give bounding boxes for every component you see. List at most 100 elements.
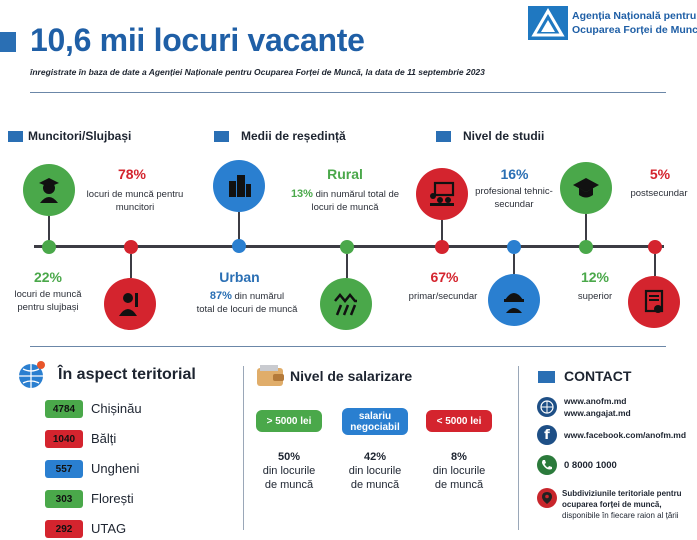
timeline-dot [42,240,56,254]
postsecondary-percent: 5% [649,166,671,182]
territory-heading: În aspect teritorial [58,366,196,383]
clerks-icon [104,278,156,330]
education-heading-marker [436,131,451,142]
salary-high-stat: 50% din locurile de muncă [252,450,326,492]
salary-low-percent: 8% [451,451,467,463]
urban-desc-line1: din numărul [234,291,285,302]
salary-desc-line1: din locurile [432,465,486,477]
facebook-link[interactable]: www.facebook.com/anofm.md [564,430,687,440]
salary-desc-line2: de muncă [350,479,400,491]
office-line1: Subdiviziunile teritoriale pentru [562,489,682,498]
timeline-connector [238,212,240,242]
timeline-dot [579,240,593,254]
professional-icon [488,274,540,326]
contact-heading-marker [538,371,555,383]
professional-percent: 16% [500,166,529,182]
workers-icon [23,164,75,216]
salary-negotiable-line1: salariu [358,410,392,422]
urban-desc-line2: total de locuri de muncă [196,304,298,315]
territory-count-badge: 303 [45,490,83,508]
superior-description: superior [577,291,613,302]
workers-description: locuri de muncă pentru muncitori [86,189,184,213]
agency-logo-icon [528,6,568,40]
salary-high-badge: > 5000 lei [256,410,322,432]
timeline-connector [441,220,443,242]
workers-heading: Muncitori/Slujbași [28,129,132,143]
rural-desc-text: din numărul total de locuri de muncă [311,189,400,213]
timeline-connector [346,254,348,278]
rural-icon [320,278,372,330]
postsecondary-icon [628,276,680,328]
salary-negotiable-badge: salariu negociabil [342,408,408,435]
header-divider [30,92,666,93]
vertical-divider [518,366,519,530]
workers-percent: 78% [117,166,147,182]
agency-name-line2: Ocuparea Forței de Muncă [572,24,697,36]
web-icon [537,397,557,417]
territory-count-badge: 557 [45,460,83,478]
primary-secondary-description: primar/secundar [408,291,478,302]
phone-number[interactable]: 0 8000 1000 [564,460,617,471]
education-heading: Nivel de studii [463,129,545,143]
urban-description: 87% din numărul total de locuri de muncă [186,290,308,316]
primary-secondary-percent: 67% [430,269,459,285]
salary-low-badge: < 5000 lei [426,410,492,432]
salary-heading: Nivel de salarizare [290,368,413,384]
territory-count-badge: 292 [45,520,83,538]
territory-name: Chișinău [91,401,142,416]
website-link-1[interactable]: www.anofm.md [564,396,627,406]
phone-icon [537,455,557,475]
page-subtitle: înregistrate în baza de date a Agenției … [30,67,485,77]
wallet-icon [256,364,286,388]
title-accent-square [0,32,16,52]
timeline-connector [654,254,656,276]
timeline-connector [48,216,50,244]
section-divider [30,346,666,347]
website-link-2[interactable]: www.angajat.md [564,408,631,418]
location-pin-icon [537,488,557,508]
contact-heading: CONTACT [564,368,632,384]
rural-percent: 13% [290,188,313,200]
superior-percent: 12% [580,269,610,285]
timeline-dot [435,240,449,254]
rural-description: 13% din numărul total de locuri de muncă [284,188,406,214]
residence-heading: Medii de reședință [241,129,346,143]
rural-label: Rural [327,166,363,182]
salary-desc-line1: din locurile [262,465,316,477]
urban-icon [213,160,265,212]
territory-name: UTAG [91,521,127,536]
postsecondary-description: postsecundar [630,188,688,199]
primary-secondary-icon [416,168,468,220]
clerks-percent: 22% [33,269,63,285]
territory-count-badge: 1040 [45,430,83,448]
facebook-icon: f [537,425,557,445]
territory-name: Ungheni [91,461,140,476]
territory-count-badge: 4784 [45,400,83,418]
superior-icon [560,162,612,214]
office-line3: disponibile în fiecare raion al țării [562,511,679,520]
salary-low-stat: 8% din locurile de muncă [422,450,496,492]
office-line2: ocuparea forței de muncă, [562,500,662,509]
timeline-dot [507,240,521,254]
timeline-connector [130,254,132,278]
urban-label: Urban [219,269,260,285]
salary-negotiable-percent: 42% [363,451,387,463]
page-title: 10,6 mii locuri vacante [30,22,365,58]
workers-heading-marker [8,131,23,142]
timeline-dot [232,239,246,253]
timeline-dot [340,240,354,254]
salary-negotiable-stat: 42% din locurile de muncă [336,450,414,492]
professional-description: profesional tehnic-secundar [475,186,553,210]
timeline-connector [513,254,515,274]
globe-location-icon [17,360,47,390]
residence-heading-marker [214,131,229,142]
territory-name: Florești [91,491,134,506]
office-info: Subdiviziunile teritoriale pentru ocupar… [562,488,692,521]
salary-desc-line2: de muncă [264,479,314,491]
timeline-dot [124,240,138,254]
timeline-dot [648,240,662,254]
salary-negotiable-line2: negociabil [350,421,400,433]
salary-desc-line2: de muncă [434,479,484,491]
agency-name: Agenția Națională pentru Ocuparea Forței… [572,9,697,37]
salary-high-percent: 50% [277,451,301,463]
